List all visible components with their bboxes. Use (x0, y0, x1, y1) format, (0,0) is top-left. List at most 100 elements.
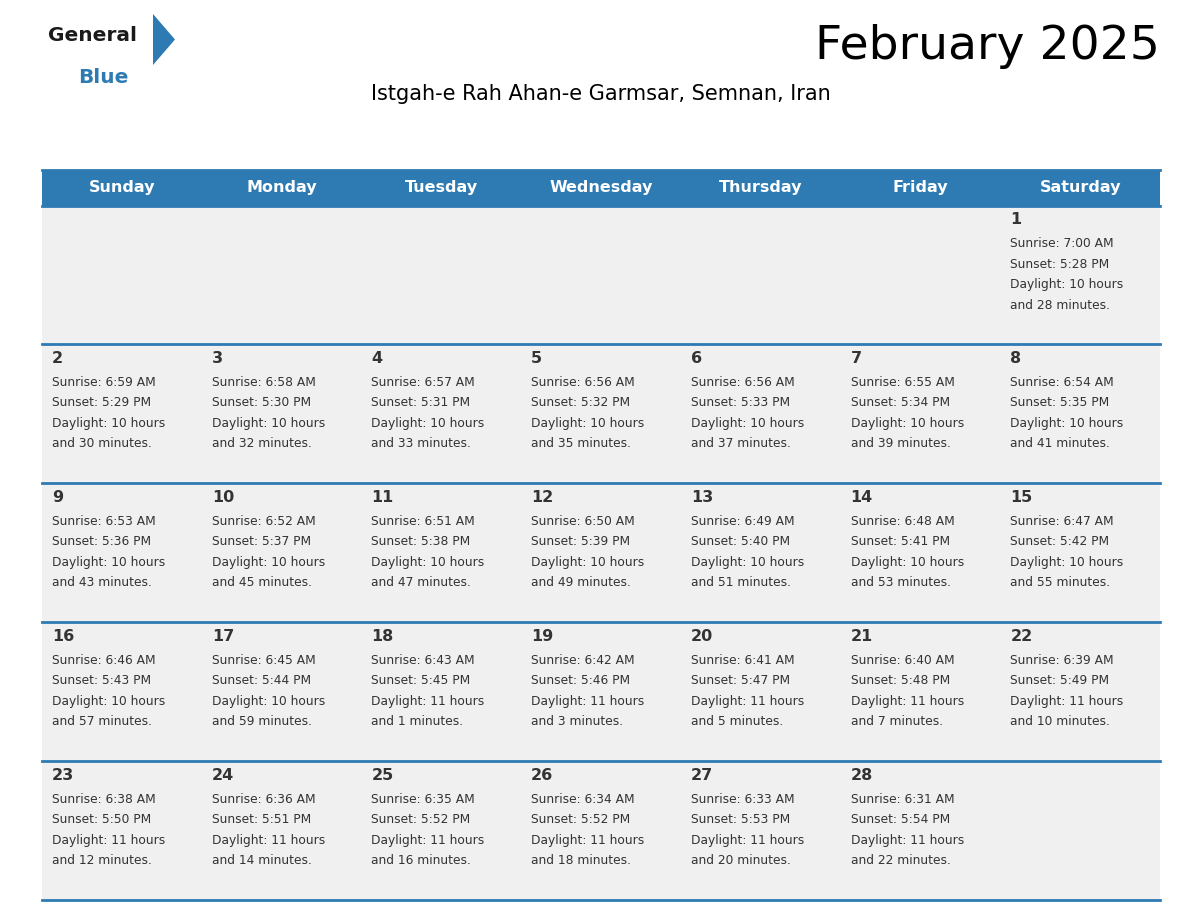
Text: Daylight: 10 hours: Daylight: 10 hours (531, 555, 644, 569)
Bar (1000, 483, 1159, 622)
Text: Daylight: 10 hours: Daylight: 10 hours (52, 555, 165, 569)
Text: Sunset: 5:37 PM: Sunset: 5:37 PM (211, 535, 311, 548)
Text: Sunset: 5:44 PM: Sunset: 5:44 PM (211, 674, 311, 688)
Bar (202, 622, 361, 761)
Text: Sunset: 5:41 PM: Sunset: 5:41 PM (851, 535, 949, 548)
Text: Daylight: 10 hours: Daylight: 10 hours (1010, 555, 1124, 569)
Text: and 30 minutes.: and 30 minutes. (52, 437, 152, 451)
Bar (841, 483, 1000, 622)
Text: 23: 23 (52, 768, 74, 783)
Bar (42, 761, 202, 900)
Text: Saturday: Saturday (1040, 180, 1121, 196)
Text: Sunset: 5:46 PM: Sunset: 5:46 PM (531, 674, 631, 688)
Text: Istgah-e Rah Ahan-e Garmsar, Semnan, Iran: Istgah-e Rah Ahan-e Garmsar, Semnan, Ira… (371, 84, 830, 104)
Text: Sunrise: 6:57 AM: Sunrise: 6:57 AM (372, 375, 475, 389)
Text: Daylight: 11 hours: Daylight: 11 hours (531, 695, 644, 708)
Text: Sunrise: 6:49 AM: Sunrise: 6:49 AM (691, 515, 795, 528)
Text: and 1 minutes.: and 1 minutes. (372, 715, 463, 728)
Text: Sunrise: 6:55 AM: Sunrise: 6:55 AM (851, 375, 954, 389)
Text: Daylight: 11 hours: Daylight: 11 hours (851, 695, 963, 708)
Text: Daylight: 11 hours: Daylight: 11 hours (52, 834, 165, 846)
Text: Daylight: 10 hours: Daylight: 10 hours (211, 417, 326, 430)
Text: Sunrise: 6:48 AM: Sunrise: 6:48 AM (851, 515, 954, 528)
Text: 22: 22 (1010, 629, 1032, 644)
Text: Daylight: 11 hours: Daylight: 11 hours (1010, 695, 1124, 708)
Bar (42, 483, 202, 622)
Text: Sunset: 5:52 PM: Sunset: 5:52 PM (372, 813, 470, 826)
Text: Daylight: 10 hours: Daylight: 10 hours (691, 417, 804, 430)
Text: and 10 minutes.: and 10 minutes. (1010, 715, 1110, 728)
Text: Daylight: 11 hours: Daylight: 11 hours (211, 834, 326, 846)
Text: and 14 minutes.: and 14 minutes. (211, 854, 311, 868)
Text: and 51 minutes.: and 51 minutes. (691, 577, 791, 589)
Text: Daylight: 10 hours: Daylight: 10 hours (1010, 278, 1124, 291)
Text: 13: 13 (691, 490, 713, 505)
Text: Friday: Friday (892, 180, 948, 196)
Text: Sunset: 5:42 PM: Sunset: 5:42 PM (1010, 535, 1110, 548)
Text: Sunday: Sunday (89, 180, 156, 196)
Text: Sunset: 5:54 PM: Sunset: 5:54 PM (851, 813, 950, 826)
Text: Sunrise: 6:51 AM: Sunrise: 6:51 AM (372, 515, 475, 528)
Text: Sunset: 5:33 PM: Sunset: 5:33 PM (691, 397, 790, 409)
Text: Sunrise: 6:52 AM: Sunrise: 6:52 AM (211, 515, 316, 528)
Text: 27: 27 (691, 768, 713, 783)
Text: Sunrise: 6:40 AM: Sunrise: 6:40 AM (851, 654, 954, 666)
Text: Daylight: 11 hours: Daylight: 11 hours (372, 695, 485, 708)
Text: Sunset: 5:51 PM: Sunset: 5:51 PM (211, 813, 311, 826)
Bar (202, 761, 361, 900)
Bar (681, 622, 841, 761)
Text: February 2025: February 2025 (815, 24, 1159, 69)
Text: Sunrise: 6:42 AM: Sunrise: 6:42 AM (531, 654, 634, 666)
Text: Sunrise: 6:34 AM: Sunrise: 6:34 AM (531, 792, 634, 806)
Text: 2: 2 (52, 352, 63, 366)
Text: 4: 4 (372, 352, 383, 366)
Bar (841, 206, 1000, 344)
Text: Daylight: 10 hours: Daylight: 10 hours (52, 417, 165, 430)
Text: Daylight: 11 hours: Daylight: 11 hours (691, 695, 804, 708)
Text: Sunset: 5:48 PM: Sunset: 5:48 PM (851, 674, 950, 688)
Text: and 43 minutes.: and 43 minutes. (52, 577, 152, 589)
Text: Daylight: 10 hours: Daylight: 10 hours (211, 695, 326, 708)
Text: and 35 minutes.: and 35 minutes. (531, 437, 631, 451)
Text: and 20 minutes.: and 20 minutes. (691, 854, 791, 868)
Text: Sunrise: 6:59 AM: Sunrise: 6:59 AM (52, 375, 156, 389)
Text: Tuesday: Tuesday (405, 180, 478, 196)
Bar (361, 206, 522, 344)
Bar (841, 761, 1000, 900)
Text: 15: 15 (1010, 490, 1032, 505)
Text: 24: 24 (211, 768, 234, 783)
Text: 20: 20 (691, 629, 713, 644)
Text: Daylight: 10 hours: Daylight: 10 hours (691, 555, 804, 569)
Text: Sunset: 5:45 PM: Sunset: 5:45 PM (372, 674, 470, 688)
Text: and 16 minutes.: and 16 minutes. (372, 854, 472, 868)
Bar (42, 622, 202, 761)
Text: Sunrise: 6:47 AM: Sunrise: 6:47 AM (1010, 515, 1114, 528)
Text: Daylight: 10 hours: Daylight: 10 hours (1010, 417, 1124, 430)
Text: Sunrise: 6:35 AM: Sunrise: 6:35 AM (372, 792, 475, 806)
Bar (681, 206, 841, 344)
Bar (361, 761, 522, 900)
Text: 11: 11 (372, 490, 393, 505)
Bar (1000, 344, 1159, 483)
Bar (361, 622, 522, 761)
Bar (42, 170, 1159, 206)
Text: 3: 3 (211, 352, 223, 366)
Text: Blue: Blue (78, 68, 128, 87)
Text: Sunset: 5:52 PM: Sunset: 5:52 PM (531, 813, 631, 826)
Text: 26: 26 (531, 768, 554, 783)
Bar (522, 344, 681, 483)
Text: 5: 5 (531, 352, 542, 366)
Bar (42, 206, 202, 344)
Text: Sunset: 5:43 PM: Sunset: 5:43 PM (52, 674, 151, 688)
Bar (841, 622, 1000, 761)
Bar (1000, 622, 1159, 761)
Text: Daylight: 10 hours: Daylight: 10 hours (211, 555, 326, 569)
Text: Sunset: 5:53 PM: Sunset: 5:53 PM (691, 813, 790, 826)
Bar (1000, 761, 1159, 900)
Text: 18: 18 (372, 629, 393, 644)
Text: and 55 minutes.: and 55 minutes. (1010, 577, 1111, 589)
Text: and 49 minutes.: and 49 minutes. (531, 577, 631, 589)
Bar (361, 483, 522, 622)
Text: Sunrise: 6:56 AM: Sunrise: 6:56 AM (531, 375, 634, 389)
Bar (681, 761, 841, 900)
